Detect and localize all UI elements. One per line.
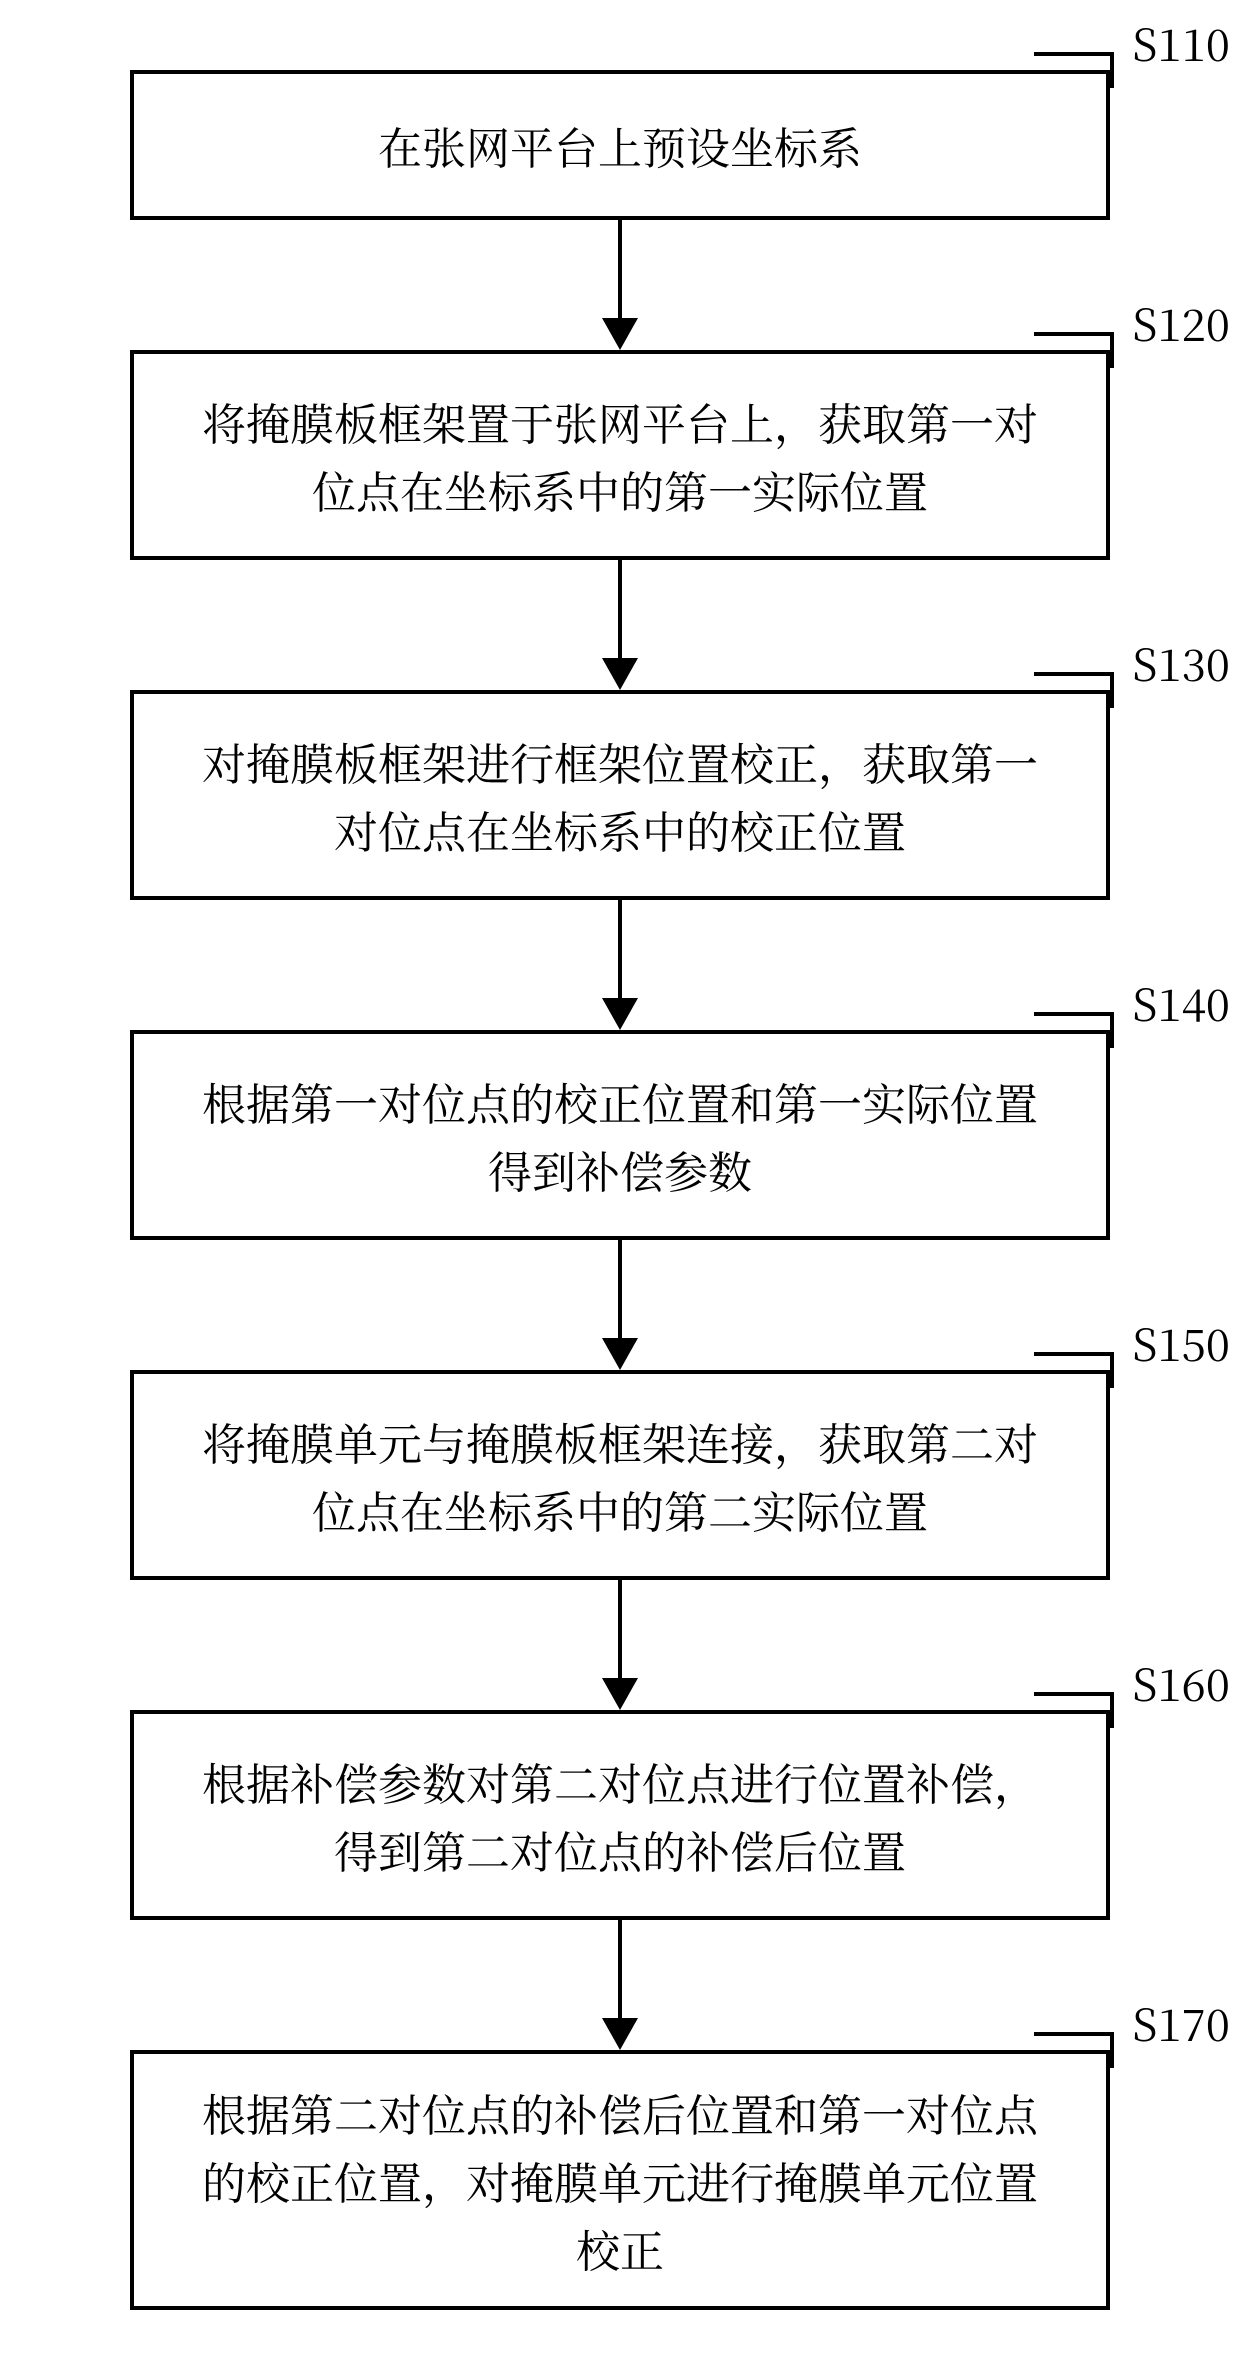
step-s140: S140 根据第一对位点的校正位置和第一实际位置 得到补偿参数 [130, 1030, 1110, 1240]
step-s160: S160 根据补偿参数对第二对位点进行位置补偿， 得到第二对位点的补偿后位置 [130, 1710, 1110, 1920]
step-text-line1: 对掩膜板框架进行框架位置校正，获取第一 [202, 729, 1038, 793]
step-s170: S170 根据第二对位点的补偿后位置和第一对位点 的校正位置，对掩膜单元进行掩膜… [130, 2050, 1110, 2310]
step-label: S140 [1132, 970, 1230, 1034]
step-label: S160 [1132, 1650, 1230, 1714]
step-text-line2: 位点在坐标系中的第一实际位置 [312, 457, 928, 521]
arrow [0, 900, 1240, 1030]
step-box: 将掩膜单元与掩膜板框架连接，获取第二对 位点在坐标系中的第二实际位置 [130, 1370, 1110, 1580]
arrow [0, 220, 1240, 350]
label-arm [1034, 52, 1114, 88]
label-arm [1034, 1352, 1114, 1388]
step-text-line3: 校正 [576, 2216, 664, 2280]
step-text-line2: 的校正位置，对掩膜单元进行掩膜单元位置 [202, 2148, 1038, 2212]
step-text-line1: 将掩膜单元与掩膜板框架连接，获取第二对 [202, 1409, 1038, 1473]
step-text-line2: 得到补偿参数 [488, 1137, 752, 1201]
step-text-line2: 对位点在坐标系中的校正位置 [334, 797, 906, 861]
step-s150: S150 将掩膜单元与掩膜板框架连接，获取第二对 位点在坐标系中的第二实际位置 [130, 1370, 1110, 1580]
step-text-line1: 将掩膜板框架置于张网平台上，获取第一对 [202, 389, 1038, 453]
step-box: 将掩膜板框架置于张网平台上，获取第一对 位点在坐标系中的第一实际位置 [130, 350, 1110, 560]
arrow [0, 1580, 1240, 1710]
step-text: 在张网平台上预设坐标系 [378, 111, 862, 179]
step-box: 根据第二对位点的补偿后位置和第一对位点 的校正位置，对掩膜单元进行掩膜单元位置 … [130, 2050, 1110, 2310]
step-s110: S110 在张网平台上预设坐标系 [130, 70, 1110, 220]
step-label: S130 [1132, 630, 1230, 694]
step-label: S110 [1132, 10, 1230, 74]
label-arm [1034, 332, 1114, 368]
label-arm [1034, 672, 1114, 708]
step-s130: S130 对掩膜板框架进行框架位置校正，获取第一 对位点在坐标系中的校正位置 [130, 690, 1110, 900]
step-box: 根据第一对位点的校正位置和第一实际位置 得到补偿参数 [130, 1030, 1110, 1240]
step-label: S150 [1132, 1310, 1230, 1374]
step-text-line1: 根据第二对位点的补偿后位置和第一对位点 [202, 2080, 1038, 2144]
arrow [0, 1240, 1240, 1370]
step-label: S120 [1132, 290, 1230, 354]
step-text-line1: 根据第一对位点的校正位置和第一实际位置 [202, 1069, 1038, 1133]
step-label: S170 [1132, 1990, 1230, 2054]
flowchart-canvas: S110 在张网平台上预设坐标系 S120 将掩膜板框架置于张网平台上，获取第一… [0, 0, 1240, 2354]
step-text-line2: 位点在坐标系中的第二实际位置 [312, 1477, 928, 1541]
step-text-line1: 根据补偿参数对第二对位点进行位置补偿， [202, 1749, 1038, 1813]
step-box: 对掩膜板框架进行框架位置校正，获取第一 对位点在坐标系中的校正位置 [130, 690, 1110, 900]
step-box: 在张网平台上预设坐标系 [130, 70, 1110, 220]
step-box: 根据补偿参数对第二对位点进行位置补偿， 得到第二对位点的补偿后位置 [130, 1710, 1110, 1920]
label-arm [1034, 2032, 1114, 2068]
label-arm [1034, 1692, 1114, 1728]
step-text-line2: 得到第二对位点的补偿后位置 [334, 1817, 906, 1881]
label-arm [1034, 1012, 1114, 1048]
step-s120: S120 将掩膜板框架置于张网平台上，获取第一对 位点在坐标系中的第一实际位置 [130, 350, 1110, 560]
arrow [0, 1920, 1240, 2050]
arrow [0, 560, 1240, 690]
